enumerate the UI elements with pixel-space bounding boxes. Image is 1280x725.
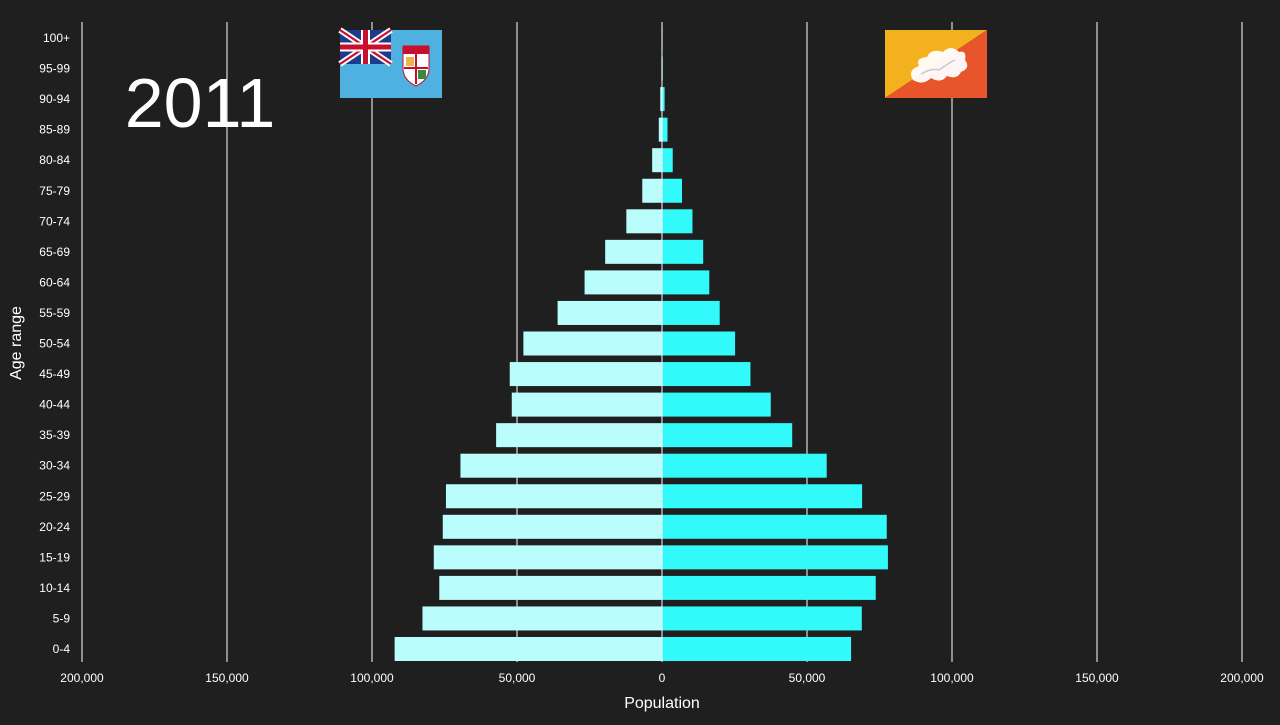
y-tick-label: 65-69 — [39, 245, 70, 259]
right-bar-0-4 — [662, 637, 852, 661]
left-bar-70-74 — [626, 209, 662, 234]
right-bar-60-64 — [662, 270, 710, 295]
x-axis-label: Population — [624, 695, 700, 712]
y-tick-label: 35-39 — [39, 428, 70, 442]
y-axis-label: Age range — [8, 306, 25, 380]
y-tick-label: 95-99 — [39, 62, 70, 76]
x-tick-label: 50,000 — [499, 671, 536, 685]
y-tick-label: 15-19 — [39, 550, 70, 564]
left-bar-15-19 — [433, 545, 662, 570]
x-tick-label: 200,000 — [1220, 671, 1264, 685]
y-tick-label: 10-14 — [39, 581, 70, 595]
y-tick-label: 5-9 — [53, 611, 71, 625]
left-bar-80-84 — [652, 148, 662, 173]
y-tick-label: 25-29 — [39, 489, 70, 503]
y-tick-label: 50-54 — [39, 337, 70, 351]
left-bar-45-49 — [509, 362, 662, 387]
y-tick-label: 60-64 — [39, 275, 70, 289]
bars-layer — [394, 26, 888, 661]
right-bar-40-44 — [662, 392, 771, 417]
y-tick-label: 70-74 — [39, 214, 70, 228]
y-tick-label: 20-24 — [39, 520, 70, 534]
x-tick-label: 50,000 — [789, 671, 826, 685]
y-tick-label: 0-4 — [53, 642, 71, 656]
left-bar-40-44 — [511, 392, 662, 417]
left-bar-20-24 — [442, 514, 662, 539]
y-tick-labels: 100+ 95-99 90-94 85-89 80-84 75-79 70-74 65-69 6… — [39, 31, 70, 656]
left-bar-10-14 — [439, 575, 662, 600]
x-tick-label: 0 — [659, 671, 666, 685]
bhutan-flag-icon — [885, 30, 987, 98]
x-tick-label: 150,000 — [1075, 671, 1119, 685]
right-bar-35-39 — [662, 423, 793, 448]
left-bar-65-69 — [605, 239, 662, 264]
left-bar-30-34 — [460, 453, 662, 478]
left-bar-0-4 — [394, 637, 662, 661]
right-bar-45-49 — [662, 362, 751, 387]
x-tick-label: 100,000 — [930, 671, 974, 685]
right-bar-30-34 — [662, 453, 827, 478]
left-bar-50-54 — [523, 331, 662, 356]
y-tick-label: 80-84 — [39, 153, 70, 167]
fiji-flag-icon — [338, 27, 442, 98]
y-tick-label: 100+ — [43, 31, 70, 45]
grid-layer — [81, 22, 1243, 662]
right-bar-75-79 — [662, 178, 683, 203]
y-tick-label: 75-79 — [39, 184, 70, 198]
left-bar-25-29 — [445, 484, 662, 509]
left-bar-90-94 — [660, 87, 662, 112]
left-bar-55-59 — [557, 300, 662, 325]
right-bar-55-59 — [662, 300, 720, 325]
left-bar-5-9 — [422, 606, 662, 631]
right-bar-5-9 — [662, 606, 862, 631]
y-tick-label: 45-49 — [39, 367, 70, 381]
right-bar-85-89 — [662, 117, 668, 142]
right-bar-90-94 — [662, 87, 665, 112]
right-bar-25-29 — [662, 484, 863, 509]
left-bar-60-64 — [584, 270, 662, 295]
y-tick-label: 40-44 — [39, 398, 70, 412]
right-bar-15-19 — [662, 545, 888, 570]
x-tick-label: 150,000 — [205, 671, 249, 685]
x-tick-label: 100,000 — [350, 671, 394, 685]
right-bar-80-84 — [662, 148, 673, 173]
left-bar-35-39 — [496, 423, 662, 448]
y-tick-label: 85-89 — [39, 123, 70, 137]
right-bar-10-14 — [662, 575, 876, 600]
x-tick-labels: 200,000 150,000 100,000 50,000 0 50,000 100,00… — [60, 671, 1264, 685]
right-bar-70-74 — [662, 209, 693, 234]
y-tick-label: 55-59 — [39, 306, 70, 320]
right-bar-50-54 — [662, 331, 736, 356]
left-bar-75-79 — [642, 178, 662, 203]
left-bar-85-89 — [658, 117, 662, 142]
year-label: 2011 — [125, 64, 276, 142]
right-bar-65-69 — [662, 239, 704, 264]
right-bar-20-24 — [662, 514, 887, 539]
y-tick-label: 90-94 — [39, 92, 70, 106]
y-tick-label: 30-34 — [39, 459, 70, 473]
x-tick-label: 200,000 — [60, 671, 104, 685]
